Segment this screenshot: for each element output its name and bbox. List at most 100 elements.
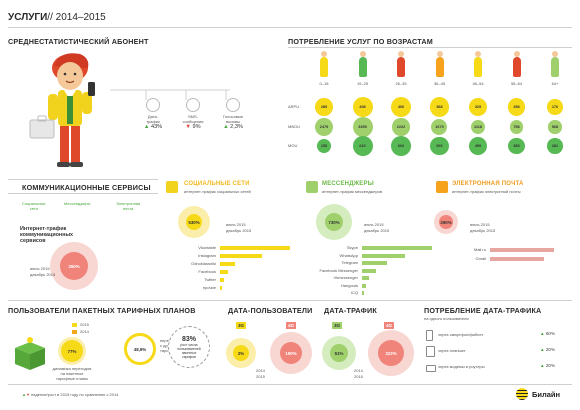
age-value-circle: 176 bbox=[547, 99, 563, 115]
data-users-3g-value: 2% bbox=[237, 350, 245, 356]
up-arrow-icon: ▲ bbox=[540, 347, 545, 352]
messengers-title: МЕССЕНДЖЕРЫ bbox=[322, 181, 374, 187]
avg-item-label: Голосовые вызовы bbox=[222, 114, 244, 124]
comm-rule-bottom bbox=[8, 193, 158, 194]
packages-year-b: 2014 bbox=[80, 329, 89, 334]
title-years: // 2014–2015 bbox=[47, 12, 106, 23]
bar bbox=[220, 278, 224, 282]
messengers-value-inner: 730% bbox=[325, 213, 343, 231]
email-subtitle: интернет-трафик электронной почты bbox=[452, 189, 521, 194]
consumption-item-value: ▲ 20% bbox=[540, 347, 556, 352]
age-group-label: 0–18 bbox=[319, 81, 329, 86]
title-main: УСЛУГИ bbox=[8, 12, 48, 23]
social-value: 530% bbox=[188, 219, 200, 225]
bar-label: Odnoklassniki bbox=[191, 261, 216, 266]
age-value-circle: 1679 bbox=[431, 118, 448, 135]
brand-name: Билайн bbox=[532, 390, 561, 399]
consumption-item-label: через планшет bbox=[438, 348, 466, 353]
data-traffic-4g-badge: 4G bbox=[384, 322, 395, 329]
age-value-circle: 459 bbox=[469, 137, 487, 155]
up-arrow-icon: ▲ bbox=[22, 392, 26, 397]
age-group-label: 64+ bbox=[551, 81, 559, 86]
avg-item-label: SMS- сообщения bbox=[182, 114, 204, 124]
footer-note: ▲▼ падение/рост в 2015 году по сравнению… bbox=[22, 392, 119, 397]
age-value-circle: 2479 bbox=[315, 118, 333, 136]
avg-item-value: ▼ 9% bbox=[185, 124, 201, 130]
email-legend-jul: июль 2015 bbox=[470, 222, 490, 227]
package-box-illustration bbox=[15, 337, 45, 370]
down-arrow-icon: ▼ bbox=[185, 124, 191, 130]
email-value: 260% bbox=[440, 219, 452, 225]
consumption-item: через модемы и роутеры ▲ 20% bbox=[426, 362, 576, 374]
comm-traffic-value: 350% bbox=[68, 263, 80, 269]
data-users-4g-value: 190% bbox=[285, 350, 297, 356]
data-users-title: ДАТА-ПОЛЬЗОВАТЕЛИ bbox=[228, 306, 313, 315]
age-value-circle: 526 bbox=[430, 136, 449, 156]
messengers-subtitle: интернет-трафик мессенджеров bbox=[322, 189, 383, 194]
age-value-circle: 385 bbox=[508, 137, 525, 155]
smartphone-icon bbox=[426, 330, 433, 341]
age-value-circle: 258 bbox=[507, 98, 526, 116]
packages-b-circle: 48,9% bbox=[124, 333, 156, 365]
age-group-label: 46–54 bbox=[472, 81, 484, 86]
consumption-item-label: через смартфон/фаблет bbox=[438, 332, 484, 337]
bar-label: Gmail bbox=[475, 256, 486, 261]
bar bbox=[220, 286, 223, 290]
avg-connector-lines bbox=[110, 89, 230, 100]
age-figure-head-icon bbox=[552, 51, 558, 57]
packages-a-circle: 77% bbox=[58, 337, 86, 365]
up-arrow-icon: ▲ bbox=[223, 124, 229, 130]
messengers-legend-dec: декабрь 2015 bbox=[364, 228, 390, 233]
data-traffic-title: ДАТА-ТРАФИК bbox=[324, 306, 377, 315]
age-figure-icon bbox=[358, 57, 367, 77]
bar bbox=[220, 254, 262, 258]
bar-label: Facebook Messenger bbox=[319, 267, 358, 273]
email-icon bbox=[436, 181, 448, 193]
messengers-value: 730% bbox=[328, 219, 340, 225]
bar bbox=[362, 291, 365, 295]
age-group-label: 26–35 bbox=[395, 81, 407, 86]
social-legend-dec: декабрь 2015 bbox=[226, 228, 252, 233]
consumption-item-value: ▲ 60% bbox=[540, 331, 556, 336]
packages-c-label: рост числа пользователей пакетных тарифо… bbox=[177, 342, 201, 359]
packages-a-value: 77% bbox=[67, 348, 77, 354]
age-value-circle: 368 bbox=[429, 97, 450, 117]
bar-label: Vkontakte bbox=[198, 245, 216, 250]
age-value-circle: 406 bbox=[391, 97, 411, 117]
social-title: СОЦИАЛЬНЫЕ СЕТИ bbox=[184, 181, 250, 187]
bar bbox=[362, 246, 432, 250]
age-figure-head-icon bbox=[436, 51, 443, 57]
page-title: УСЛУГИ// 2014–2015 bbox=[8, 12, 106, 23]
bar bbox=[362, 283, 366, 288]
avg-item-label: Дата- трафик bbox=[146, 114, 160, 124]
data-traffic-icon bbox=[146, 98, 160, 112]
social-icon bbox=[166, 181, 178, 193]
age-value-circle: 325 bbox=[468, 97, 488, 117]
data-traffic-year-b: 2015 bbox=[354, 374, 363, 379]
bar-label: Hangouts bbox=[340, 282, 358, 288]
sms-icon bbox=[186, 98, 200, 112]
data-traffic-4g-inner: 322% bbox=[378, 340, 404, 366]
age-figure-head-icon bbox=[321, 51, 327, 57]
packages-legend-b-swatch bbox=[72, 330, 77, 334]
bar-label: ICQ bbox=[350, 290, 358, 295]
data-users-3g-inner: 2% bbox=[233, 345, 249, 361]
bar-label: WhatsApp bbox=[339, 252, 358, 258]
packages-a-label: динамика переходов на пакетные тарифные … bbox=[52, 366, 92, 381]
data-traffic-4g-value: 322% bbox=[385, 350, 397, 356]
bar bbox=[220, 246, 290, 250]
mid-rule bbox=[8, 300, 572, 301]
age-value-circle: 155 bbox=[316, 138, 331, 153]
router-icon bbox=[426, 365, 436, 372]
avg-item-voice: Голосовые вызовы ▲ 2,3% bbox=[213, 98, 253, 130]
bar bbox=[362, 268, 376, 273]
consumption-item: через смартфон/фаблет ▲ 60% bbox=[426, 330, 576, 342]
age-row-label: MOU bbox=[288, 143, 298, 148]
header-rule bbox=[8, 27, 572, 28]
data-traffic-year-a: 2014 bbox=[354, 368, 363, 373]
packages-title: ПОЛЬЗОВАТЕЛИ ПАКЕТНЫХ ТАРИФНЫХ ПЛАНОВ bbox=[8, 306, 196, 315]
comm-category-messengers: Мессенджеры bbox=[64, 201, 91, 206]
packages-year-a: 2015 bbox=[80, 322, 89, 327]
social-legend-jul: июль 2015 bbox=[226, 222, 246, 227]
data-traffic-3g-inner: 51% bbox=[330, 344, 348, 362]
